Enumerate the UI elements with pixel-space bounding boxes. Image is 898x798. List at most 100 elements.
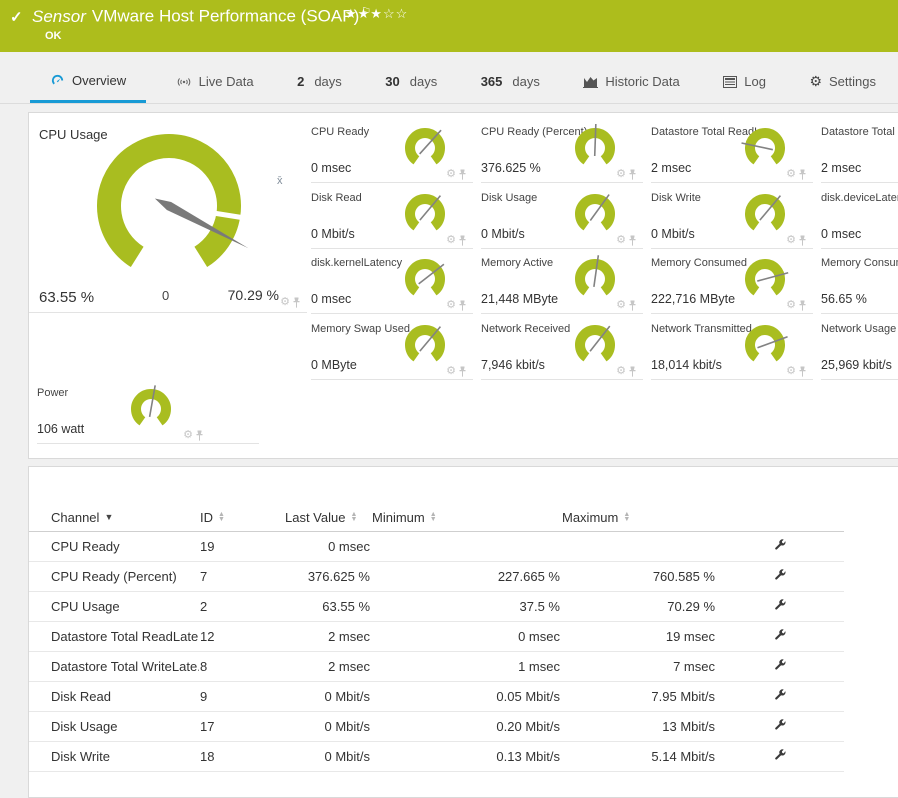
status-check-icon: ✓ xyxy=(10,9,23,26)
gear-icon[interactable]: ⚙ xyxy=(446,364,456,377)
table-row[interactable]: Disk Usage 17 0 Mbit/s 0.20 Mbit/s 13 Mb… xyxy=(29,711,844,742)
cell-id: 18 xyxy=(199,741,284,772)
column-header-maximum[interactable]: Maximum ▲ ▼ xyxy=(561,503,716,532)
cell-id: 7 xyxy=(199,561,284,592)
gauge-scale-min: 0 xyxy=(162,288,170,303)
gear-icon[interactable]: ⚙ xyxy=(446,168,456,180)
table-row[interactable]: Datastore Total ReadLate... 12 2 msec 0 … xyxy=(29,621,844,652)
gear-icon[interactable]: ⚙ xyxy=(786,233,796,246)
edit-channel-wrench-icon[interactable] xyxy=(774,659,786,674)
gear-icon[interactable]: ⚙ xyxy=(616,364,626,377)
edit-channel-wrench-icon[interactable] xyxy=(774,629,786,644)
sort-icon: ▲ ▼ xyxy=(350,511,358,523)
gear-icon[interactable]: ⚙ xyxy=(786,299,796,311)
gauge-title: Power xyxy=(37,387,69,399)
table-row[interactable]: Disk Write 18 0 Mbit/s 0.13 Mbit/s 5.14 … xyxy=(29,741,844,772)
tab-settings[interactable]: ⚙ Settings xyxy=(795,60,890,103)
sensor-label: Sensor xyxy=(32,6,86,26)
gear-icon[interactable]: ⚙ xyxy=(786,168,796,180)
cell-channel: Datastore Total ReadLate... xyxy=(29,621,199,652)
pin-icon[interactable] xyxy=(458,235,467,246)
pin-icon[interactable] xyxy=(458,300,467,311)
gauge-dial xyxy=(741,128,785,165)
pin-icon[interactable] xyxy=(628,300,637,311)
gear-icon[interactable]: ⚙ xyxy=(280,296,290,308)
gauge-title: Datastore Total ReadLa... xyxy=(651,126,776,138)
gear-icon[interactable]: ⚙ xyxy=(183,429,193,441)
tab-label: days xyxy=(409,74,438,89)
table-row[interactable]: Disk Read 9 0 Mbit/s 0.05 Mbit/s 7.95 Mb… xyxy=(29,681,844,712)
gear-icon[interactable]: ⚙ xyxy=(616,233,626,246)
pin-icon[interactable] xyxy=(628,235,637,246)
tab-live-data[interactable]: Live Data xyxy=(162,60,268,103)
pin-icon[interactable] xyxy=(798,235,807,246)
cell-last-value: 0 Mbit/s xyxy=(284,711,371,742)
gauge-value: 25,969 kbit/s xyxy=(821,357,892,372)
tab-365-days[interactable]: 365 days xyxy=(467,60,554,103)
priority-stars[interactable]: ★★★☆☆ xyxy=(345,6,409,21)
flag-icon[interactable]: ⚐ xyxy=(361,6,372,18)
table-row[interactable]: Datastore Total WriteLate... 8 2 msec 1 … xyxy=(29,651,844,682)
tab-label: Log xyxy=(744,74,766,89)
gauge-title: Memory Consumed (P... xyxy=(821,257,898,269)
pin-icon[interactable] xyxy=(798,366,807,377)
cell-minimum xyxy=(371,531,561,562)
gauge-tile: Memory Active 21,448 MByte ⚙ xyxy=(481,252,643,314)
edit-channel-wrench-icon[interactable] xyxy=(774,749,786,764)
pin-icon[interactable] xyxy=(458,366,467,377)
gear-icon[interactable]: ⚙ xyxy=(446,233,456,246)
pin-icon[interactable] xyxy=(628,169,637,180)
column-header-id[interactable]: ID ▲ ▼ xyxy=(199,503,284,532)
column-header-last-value[interactable]: Last Value ▲ ▼ xyxy=(284,503,371,532)
pin-icon[interactable] xyxy=(628,366,637,377)
cell-minimum: 0 msec xyxy=(371,621,561,652)
cell-maximum: 5.14 Mbit/s xyxy=(561,741,716,772)
cell-id: 8 xyxy=(199,651,284,682)
edit-channel-wrench-icon[interactable] xyxy=(774,569,786,584)
gauge-title: Datastore Total WriteL... xyxy=(821,126,898,138)
table-row[interactable]: CPU Usage 2 63.55 % 37.5 % 70.29 % xyxy=(29,591,844,622)
edit-channel-wrench-icon[interactable] xyxy=(774,599,786,614)
tab-log[interactable]: Log xyxy=(709,60,780,103)
channels-table-panel: Channel ▼ ID ▲ ▼ Last Value ▲ ▼ Minimum ▲ ▼ Max… xyxy=(28,466,898,798)
gauge-tile: Memory Consumed 222,716 MByte ⚙ xyxy=(651,252,813,314)
pin-icon[interactable] xyxy=(798,169,807,180)
channels-table: Channel ▼ ID ▲ ▼ Last Value ▲ ▼ Minimum ▲ ▼ Max… xyxy=(29,503,844,772)
status-badge: OK xyxy=(45,30,62,42)
tab-label: Live Data xyxy=(198,74,254,89)
table-row[interactable]: CPU Ready 19 0 msec xyxy=(29,531,844,562)
edit-channel-wrench-icon[interactable] xyxy=(774,539,786,554)
cell-last-value: 2 msec xyxy=(284,651,371,682)
gauge-dial xyxy=(745,259,789,296)
pin-icon[interactable] xyxy=(798,300,807,311)
tab-30-days[interactable]: 30 days xyxy=(371,60,451,103)
table-row[interactable]: CPU Ready (Percent) 7 376.625 % 227.665 … xyxy=(29,561,844,592)
edit-channel-wrench-icon[interactable] xyxy=(774,719,786,734)
tab-label: Historic Data xyxy=(605,74,680,89)
column-header-channel[interactable]: Channel ▼ xyxy=(29,503,199,532)
tab-2-days[interactable]: 2 days xyxy=(283,60,356,103)
gauge-icon xyxy=(51,74,64,84)
tab-number: 30 xyxy=(385,74,400,89)
gear-icon[interactable]: ⚙ xyxy=(446,299,456,311)
cell-maximum: 19 msec xyxy=(561,621,716,652)
gear-icon[interactable]: ⚙ xyxy=(616,168,626,180)
gauge-dial xyxy=(575,255,615,296)
gear-icon[interactable]: ⚙ xyxy=(616,299,626,311)
gauge-dial xyxy=(575,193,615,230)
tab-label: Overview xyxy=(72,72,127,88)
gear-icon[interactable]: ⚙ xyxy=(786,364,796,377)
edit-channel-wrench-icon[interactable] xyxy=(774,689,786,704)
cell-id: 19 xyxy=(199,531,284,562)
column-header-minimum[interactable]: Minimum ▲ ▼ xyxy=(371,503,561,532)
tab-overview[interactable]: Overview xyxy=(30,60,147,103)
gauge-tile: CPU Ready 0 msec ⚙ xyxy=(311,121,473,183)
tab-number: 2 xyxy=(297,74,305,89)
gauge-tile: CPU Ready (Percent) 376.625 % ⚙ xyxy=(481,121,643,183)
pin-icon[interactable] xyxy=(195,430,204,441)
tab-historic-data[interactable]: Historic Data xyxy=(569,60,693,103)
cell-minimum: 1 msec xyxy=(371,651,561,682)
gauge-title: Network Received xyxy=(481,322,571,335)
pin-icon[interactable] xyxy=(458,169,467,180)
pin-icon[interactable] xyxy=(292,297,301,308)
